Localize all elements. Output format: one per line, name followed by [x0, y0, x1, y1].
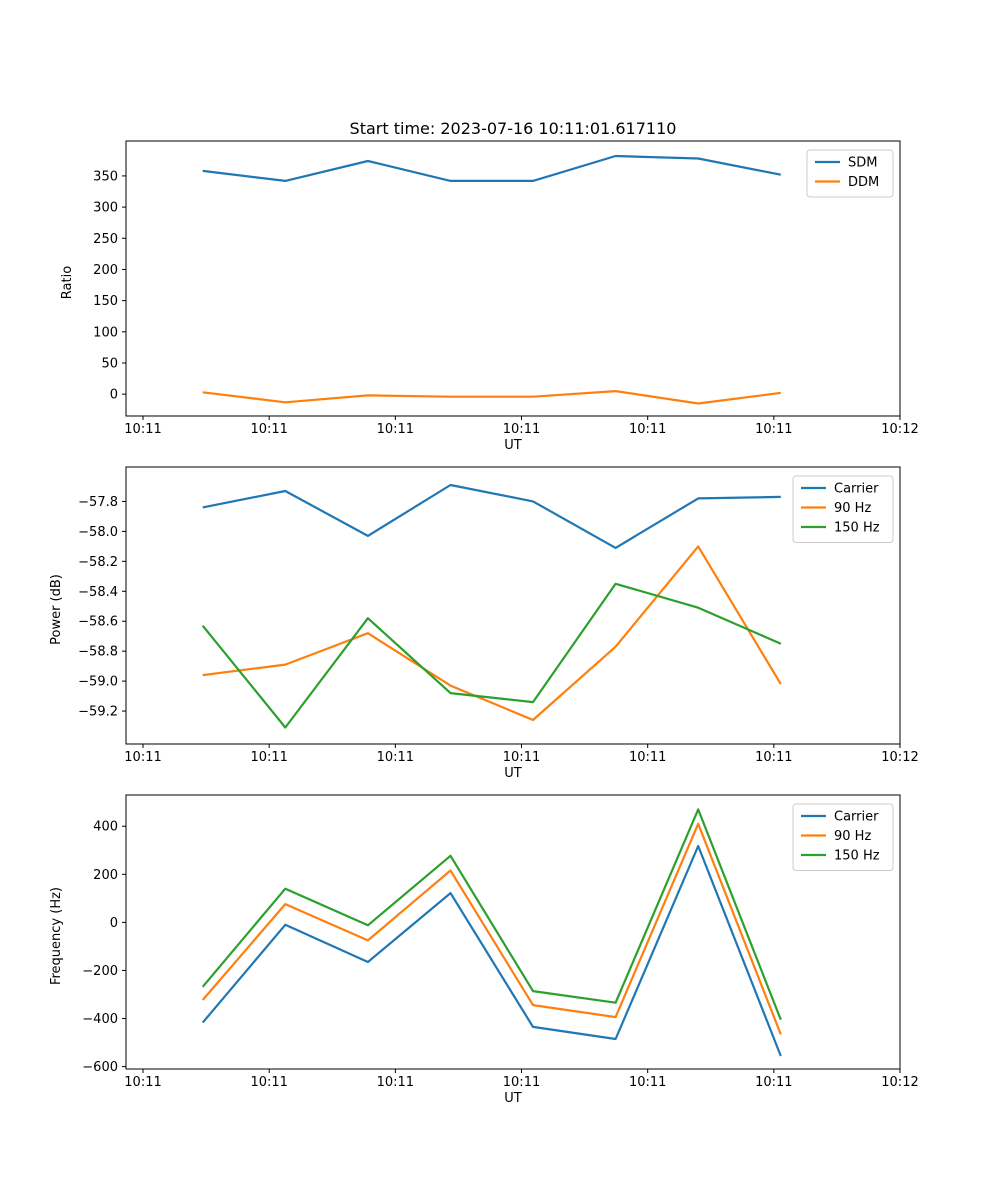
y-tick-label: 350 — [93, 169, 118, 184]
power-legend: Carrier 90 Hz 150 Hz — [792, 475, 894, 543]
carrier-line — [202, 483, 781, 550]
x-tick-label: 10:12 — [881, 750, 918, 765]
y-tick-label: −400 — [82, 1012, 118, 1027]
y-axis-label: Ratio — [60, 266, 75, 299]
y-tick-label: −600 — [82, 1060, 118, 1075]
y-tick-label: −58.2 — [78, 555, 118, 570]
x-axis-label: UT — [504, 438, 522, 453]
legend-label-carrier: Carrier — [834, 482, 879, 497]
y-tick-label: −57.8 — [78, 495, 118, 510]
axes-frame — [125, 794, 901, 1070]
y-tick-label: −59.0 — [78, 675, 118, 690]
x-tick-label: 10:12 — [881, 1075, 918, 1090]
y-tick-label: 100 — [93, 325, 118, 340]
y-tick-label: −59.2 — [78, 705, 118, 720]
legend-label-carrier: Carrier — [834, 810, 879, 825]
x-tick-label: 10:12 — [881, 422, 918, 437]
hz150-line — [201, 808, 782, 1021]
y-tick-label: −58.0 — [78, 525, 118, 540]
x-tick-label: 10:11 — [250, 422, 287, 437]
x-tick-label: 10:11 — [503, 422, 540, 437]
legend-label-hz90: 90 Hz — [834, 829, 871, 844]
x-tick-label: 10:11 — [755, 750, 792, 765]
x-tick-label: 10:11 — [377, 422, 414, 437]
legend-label-hz150: 150 Hz — [834, 849, 880, 864]
x-tick-label: 10:11 — [629, 750, 666, 765]
x-tick-label: 10:11 — [377, 750, 414, 765]
y-tick-label: 200 — [93, 263, 118, 278]
y-tick-label: −58.4 — [78, 585, 118, 600]
x-axis-label: UT — [504, 766, 522, 781]
y-axis-label: Power (dB) — [49, 574, 64, 645]
legend-label-hz90: 90 Hz — [834, 501, 871, 516]
x-tick-label: 10:11 — [629, 422, 666, 437]
frequency-legend: Carrier 90 Hz 150 Hz — [792, 803, 894, 871]
legend-box — [792, 475, 894, 543]
legend-label-hz150: 150 Hz — [834, 521, 880, 536]
y-axis-label: Frequency (Hz) — [49, 887, 64, 985]
carrier-line — [201, 844, 782, 1057]
y-tick-label: −58.6 — [78, 615, 118, 630]
y-tick-label: 0 — [110, 916, 118, 931]
x-tick-label: 10:11 — [503, 750, 540, 765]
y-tick-label: 400 — [93, 820, 118, 835]
x-tick-label: 10:11 — [755, 422, 792, 437]
x-tick-label: 10:11 — [755, 1075, 792, 1090]
sdm-line — [202, 154, 782, 182]
y-tick-label: 150 — [93, 294, 118, 309]
x-tick-label: 10:11 — [124, 422, 161, 437]
x-tick-label: 10:11 — [629, 1075, 666, 1090]
y-tick-label: 50 — [101, 356, 118, 371]
axes-frame — [125, 140, 901, 417]
legend-box — [792, 803, 894, 871]
hz150-line — [201, 582, 782, 729]
y-tick-label: 300 — [93, 201, 118, 216]
ratio-chart: 0 50 100 150 200 250 300 350 10:11 10:11 10:11 10:1… — [60, 140, 919, 453]
y-tick-label: 250 — [93, 232, 118, 247]
hz90-line — [201, 822, 782, 1035]
x-tick-label: 10:11 — [250, 1075, 287, 1090]
axes-frame — [125, 466, 901, 745]
y-tick-label: −58.8 — [78, 645, 118, 660]
figure-title: Start time: 2023-07-16 10:11:01.617110 — [349, 119, 677, 138]
y-tick-label: 0 — [110, 388, 118, 403]
hz90-line — [202, 545, 782, 722]
y-tick-label: 200 — [93, 868, 118, 883]
frequency-chart: 400 200 0 −200 −400 −600 10:11 10:11 10:11 10:11 1… — [49, 794, 919, 1106]
legend-label-sdm: SDM — [848, 156, 877, 171]
y-tick-label: −200 — [82, 964, 118, 979]
x-tick-label: 10:11 — [124, 1075, 161, 1090]
x-axis-label: UT — [504, 1091, 522, 1106]
legend-label-ddm: DDM — [848, 175, 879, 190]
x-tick-label: 10:11 — [250, 750, 287, 765]
ratio-legend: SDM DDM — [806, 149, 894, 198]
x-tick-label: 10:11 — [503, 1075, 540, 1090]
x-tick-label: 10:11 — [124, 750, 161, 765]
ddm-line — [202, 390, 781, 405]
x-tick-label: 10:11 — [377, 1075, 414, 1090]
power-chart: −57.8 −58.0 −58.2 −58.4 −58.6 −58.8 −59.0 −59.2… — [49, 466, 919, 781]
